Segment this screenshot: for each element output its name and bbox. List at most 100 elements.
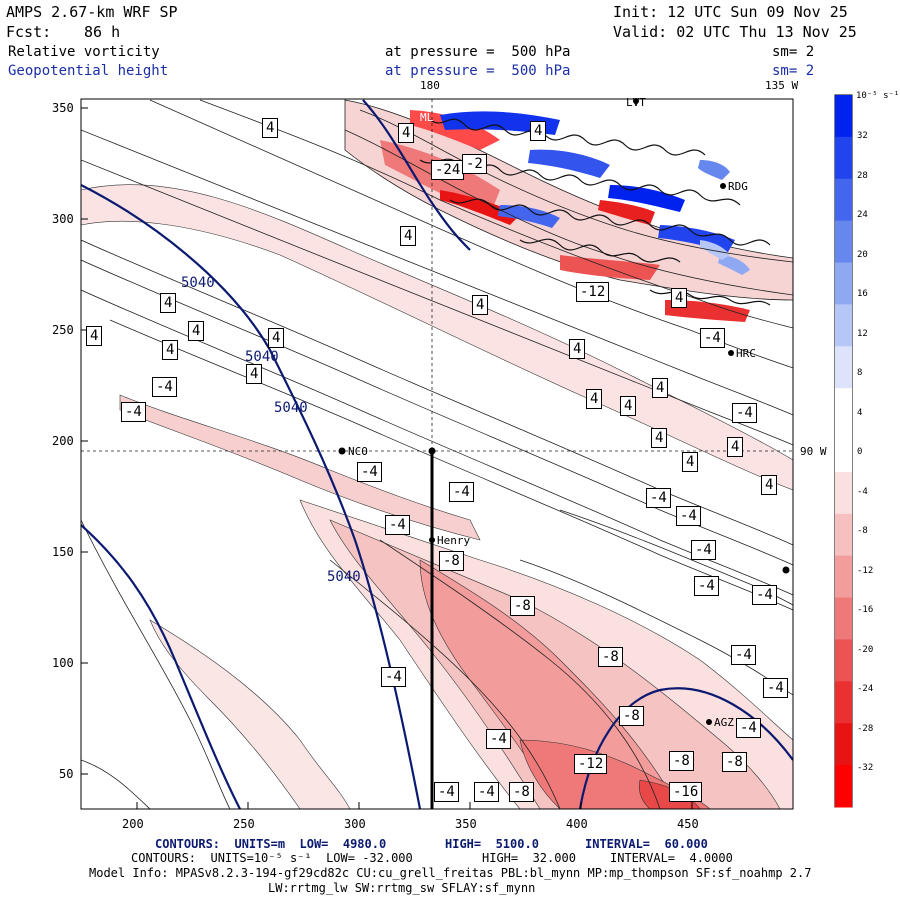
colorbar-swatch <box>835 513 852 557</box>
forecast-label: Fcst: <box>6 23 52 41</box>
vorticity-contour-label: -2 <box>462 154 487 174</box>
colorbar-label: -28 <box>857 723 874 734</box>
vorticity-contour-label: -4 <box>646 488 671 508</box>
station-nco-label: NCO <box>348 445 368 458</box>
station-rdg-marker <box>720 183 726 189</box>
station-rdg-label: RDG <box>728 180 748 193</box>
footer-height-contours: CONTOURS: UNITS=m LOW= 4980.0 <box>155 837 387 851</box>
colorbar-swatch <box>835 136 852 180</box>
vorticity-contour-label: -4 <box>381 667 406 687</box>
colorbar-swatch <box>835 597 852 640</box>
vorticity-contour-label: 4 <box>400 226 417 246</box>
vorticity-contour-label: 4 <box>162 340 179 360</box>
vorticity-contour-label: -8 <box>669 751 694 771</box>
colorbar-unit: 10⁻⁵ s⁻¹ <box>856 91 900 101</box>
station-henry-label: Henry <box>437 534 471 547</box>
vorticity-contour-label: 4 <box>398 123 415 143</box>
guide-lines <box>81 99 793 452</box>
colorbar-swatch <box>835 471 852 515</box>
colorbar <box>835 95 852 808</box>
vorticity-contour-label: -16 <box>669 782 703 802</box>
colorbar-swatch <box>835 178 852 222</box>
vorticity-contours <box>81 99 793 809</box>
vorticity-contour-label: -12 <box>576 282 610 302</box>
colorbar-swatch <box>835 765 852 808</box>
vorticity-contour-label: 4 <box>530 121 547 141</box>
footer-vort-high: HIGH= 32.000 <box>482 851 576 865</box>
vorticity-contour-label: 4 <box>652 378 669 398</box>
footer-height-interval: INTERVAL= 60.000 <box>585 837 708 851</box>
colorbar-label: -20 <box>857 644 874 655</box>
forecast-hour: 86 h <box>84 23 121 41</box>
station-henry-marker <box>429 537 435 543</box>
vorticity-contour-label: 4 <box>586 389 603 409</box>
vorticity-contour-label: 4 <box>160 293 177 313</box>
plot-frame <box>80 98 794 810</box>
colorbar-label: 4 <box>857 407 863 418</box>
vorticity-contour-label: 4 <box>262 118 279 138</box>
field1-level: at pressure = 500 hPa <box>385 44 571 60</box>
vorticity-contour-label: -4 <box>434 782 459 802</box>
meridian-180-label: 180 <box>420 79 440 92</box>
colorbar-swatch <box>835 220 852 264</box>
init-time: Init: 12 UTC Sun 09 Nov 25 <box>613 3 848 21</box>
vorticity-contour-label: -4 <box>763 678 788 698</box>
vorticity-contour-label: -4 <box>694 576 719 596</box>
vorticity-contour-label: -4 <box>449 482 474 502</box>
x-tick-label: 400 <box>566 817 588 831</box>
colorbar-label: -8 <box>857 526 868 536</box>
colorbar-label: 28 <box>857 170 868 181</box>
colorbar-label: 16 <box>857 289 868 299</box>
vorticity-contour-label: 4 <box>472 295 489 315</box>
colorbar-swatch <box>835 555 852 599</box>
colorbar-label: 20 <box>857 249 868 260</box>
vorticity-contour-label: -4 <box>357 462 382 482</box>
colorbar-swatch <box>835 262 852 305</box>
colorbar-label: 32 <box>857 131 868 141</box>
vorticity-contour-label: 4 <box>727 437 744 457</box>
station-agz-marker <box>706 719 712 725</box>
field1-smoothing: sm= 2 <box>772 44 815 60</box>
colorbar-swatch <box>835 95 852 138</box>
station-markers <box>338 98 790 725</box>
station-nco-marker <box>338 447 346 455</box>
vorticity-contour-label: -4 <box>474 782 499 802</box>
colorbar-label: 8 <box>857 368 863 378</box>
height-label: 5040 <box>181 275 215 291</box>
colorbar-label: -12 <box>857 565 874 576</box>
axis-ticks <box>81 107 693 809</box>
y-tick-label: 250 <box>52 323 74 337</box>
field1-name: Relative vorticity <box>8 44 160 60</box>
vorticity-contour-label: 4 <box>620 396 637 416</box>
colorbar-label: 24 <box>857 210 868 220</box>
colorbar-swatch <box>835 723 852 766</box>
vorticity-contour-label: -8 <box>510 596 535 616</box>
colorbar-swatch <box>835 304 852 347</box>
vorticity-contour-label: -4 <box>486 729 511 749</box>
map-field <box>81 99 793 809</box>
height-label: 5040 <box>327 569 361 585</box>
colorbar-label: -16 <box>857 605 874 615</box>
colorbar-label: -4 <box>857 486 868 497</box>
colorbar-label: -32 <box>857 763 874 773</box>
vorticity-contour-label: 4 <box>671 288 688 308</box>
vorticity-contour-label: -8 <box>722 752 747 772</box>
footer-radiation-info: LW:rrtmg_lw SW:rrtmg_sw SFLAY:sf_mynn <box>268 881 536 895</box>
station-lvt-marker <box>633 98 639 104</box>
x-tick-label: 250 <box>233 817 255 831</box>
model-title: AMPS 2.67-km WRF SP <box>6 3 178 21</box>
colorbar-swatch <box>835 430 852 473</box>
vorticity-contour-label: -4 <box>731 645 756 665</box>
vorticity-contour-label: -4 <box>732 403 757 423</box>
vorticity-contour-label: -12 <box>574 754 608 774</box>
x-tick-label: 300 <box>344 817 366 831</box>
y-tick-label: 50 <box>59 767 74 781</box>
vorticity-contour-label: -4 <box>676 506 701 526</box>
vorticity-contour-label: -4 <box>385 515 410 535</box>
y-tick-label: 150 <box>52 545 74 559</box>
vorticity-contour-label: -24 <box>431 160 465 180</box>
field2-level: at pressure = 500 hPa <box>385 63 571 79</box>
vorticity-contour-label: 4 <box>246 364 263 384</box>
vorticity-contour-label: -8 <box>439 551 464 571</box>
